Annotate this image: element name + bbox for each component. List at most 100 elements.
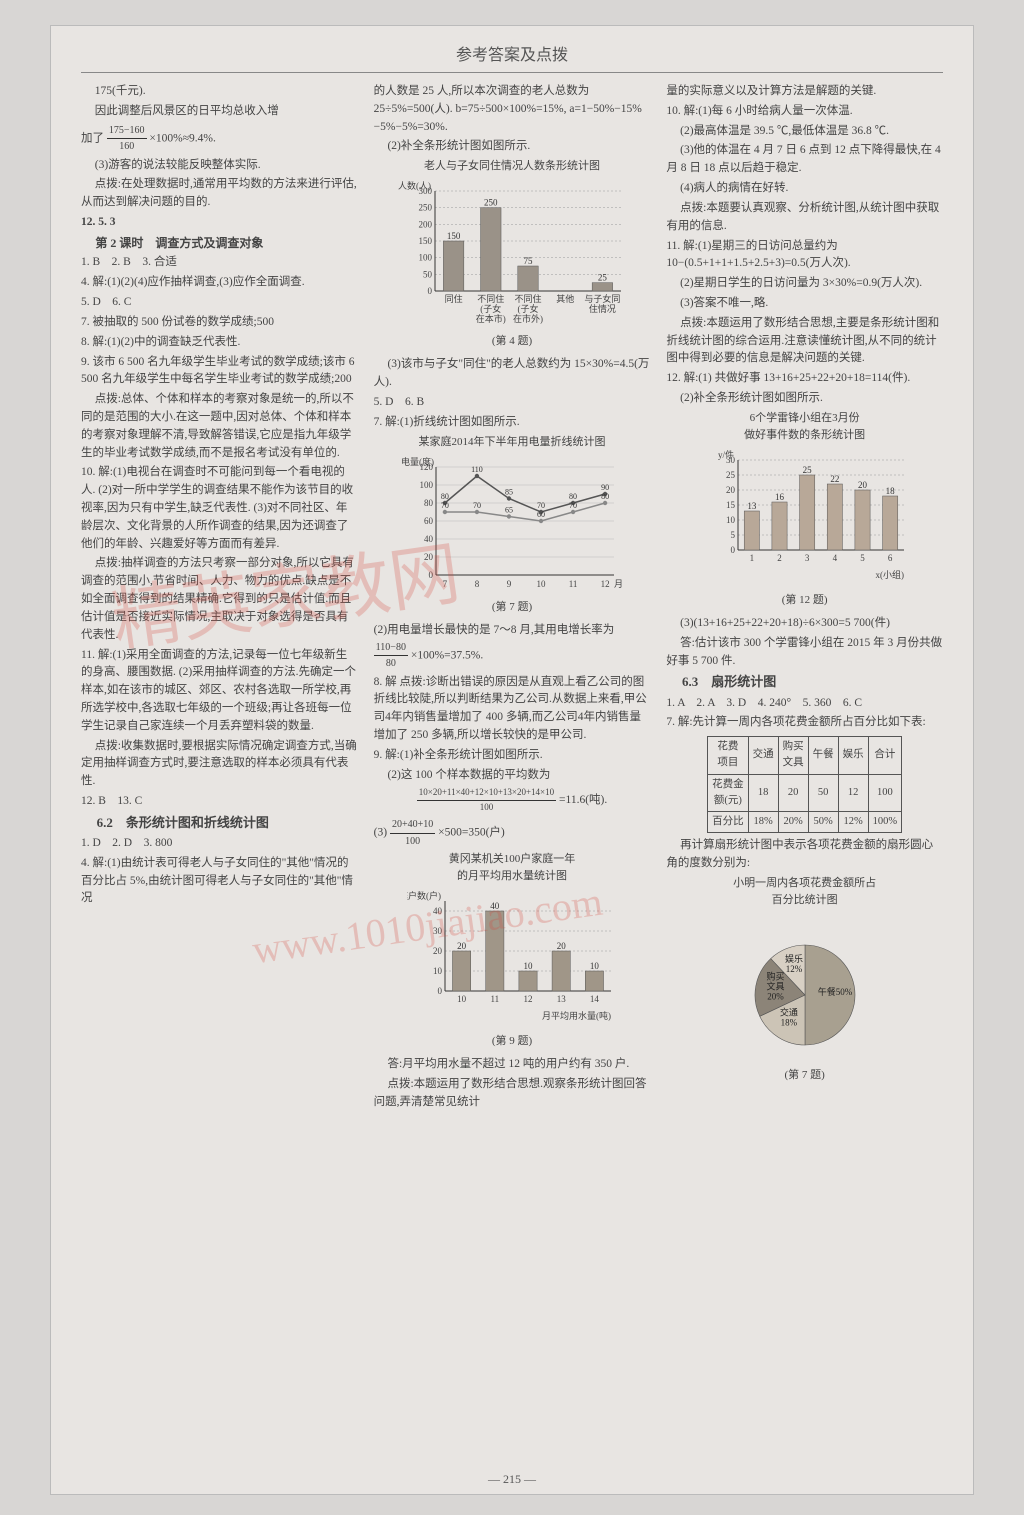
expense-table: 花费 项目交通购买 文具午餐娱乐合计花费金 额(元)18205012100百分比…: [707, 736, 902, 833]
svg-text:10: 10: [537, 579, 547, 589]
c1-l3: 加了 175−160 160 ×100%≈9.4%.: [81, 123, 358, 155]
svg-text:9: 9: [507, 579, 512, 589]
svg-text:5: 5: [730, 530, 735, 540]
bar-chart-icon: 010203040家庭户数(户)20104011101220131014月平均用…: [407, 891, 617, 1031]
chart4-caption: (第 4 题): [374, 333, 651, 350]
p2-10: 10. 解:(1)电视台在调查时不可能问到每一个看电视的人. (2)对一所中学学…: [81, 464, 358, 553]
svg-text:(子女: (子女: [480, 303, 501, 314]
svg-text:购买: 购买: [766, 971, 784, 982]
p2-1: 1. B 2. B 3. 合适: [81, 254, 358, 272]
fraction-icon: 10×20+11×40+12×10+13×20+14×10 100: [417, 786, 556, 815]
p2-7: 7. 被抽取的 500 份试卷的数学成绩;500: [81, 314, 358, 332]
c3-l11-3: (3)答案不唯一,略.: [666, 295, 943, 313]
chart-7: 020406080100120用电量(度)789101112月份80110857…: [374, 457, 651, 597]
c3-table-after: 再计算扇形统计图中表示各项花费金额的扇形圆心角的度数分别为:: [666, 837, 943, 873]
svg-text:70: 70: [441, 501, 449, 510]
svg-text:50: 50: [423, 270, 433, 280]
svg-text:交通: 交通: [780, 1007, 798, 1018]
svg-text:14: 14: [590, 994, 600, 1004]
svg-text:40: 40: [433, 906, 443, 916]
svg-text:15: 15: [726, 500, 736, 510]
c3-l11-1: 11. 解:(1)星期三的日访问总量约为 10−(0.5+1+1+1.5+2.5…: [666, 238, 943, 274]
svg-text:80: 80: [601, 492, 609, 501]
svg-text:文具: 文具: [766, 981, 784, 992]
c2-l1: 的人数是 25 人,所以本次调查的老人总数为 25÷5%=500(人). b=7…: [374, 83, 651, 136]
bar-chart-icon: 050100150200250300人数(人)150同住250不同住(子女在本市…: [397, 181, 627, 331]
svg-text:250: 250: [419, 203, 433, 213]
svg-text:70: 70: [537, 501, 545, 510]
c3-l10-3: (3)他的体温在 4 月 7 日 6 点到 12 点下降得最快,在 4 月 8 …: [666, 142, 943, 178]
svg-text:住情况: 住情况: [589, 303, 616, 314]
svg-text:0: 0: [428, 286, 433, 296]
column-2: 的人数是 25 人,所以本次调查的老人总数为 25÷5%=500(人). b=7…: [374, 83, 651, 1114]
svg-text:40: 40: [424, 534, 434, 544]
column-1: 175(千元). 因此调整后风景区的日平均总收入增 加了 175−160 160…: [81, 83, 358, 1114]
p2-11-note: 点拨:收集数据时,要根据实际情况确定调查方式,当确定用抽样调查方式时,要注意选取…: [81, 738, 358, 791]
svg-text:80: 80: [424, 498, 434, 508]
svg-text:20: 20: [858, 480, 868, 490]
frac-den: 160: [107, 139, 147, 155]
svg-text:6: 6: [888, 553, 893, 563]
frac-den: 80: [374, 656, 408, 672]
p2-9-note: 点拨:总体、个体和样本的考察对象是统一的,所以不同的是范围的大小.在这一题中,因…: [81, 391, 358, 462]
svg-text:在市外): 在市外): [513, 313, 543, 324]
svg-text:20: 20: [424, 552, 434, 562]
svg-text:10: 10: [457, 994, 467, 1004]
frac-num: 175−160: [107, 123, 147, 140]
line-chart-icon: 020406080100120用电量(度)789101112月份80110857…: [402, 457, 622, 597]
svg-text:13: 13: [747, 501, 757, 511]
page-number: — 215 —: [51, 1470, 973, 1488]
svg-text:60: 60: [424, 516, 434, 526]
svg-text:16: 16: [775, 492, 785, 502]
svg-text:85: 85: [505, 487, 513, 496]
frac-den: 100: [417, 801, 556, 815]
fraction-icon: 110−80 80: [374, 640, 408, 672]
svg-text:100: 100: [420, 480, 434, 490]
section-6-2-title: 6.2 条形统计图和折线统计图: [81, 813, 358, 833]
p2-5: 5. D 6. C: [81, 294, 358, 312]
c3-l10-4: (4)病人的病情在好转.: [666, 180, 943, 198]
svg-text:月平均用水量(吨): 月平均用水量(吨): [542, 1010, 611, 1021]
fraction-icon: 175−160 160: [107, 123, 147, 155]
c2-l8c-post: ×500=350(户): [438, 827, 505, 839]
svg-text:80: 80: [441, 492, 449, 501]
svg-text:12: 12: [601, 579, 610, 589]
frac-num: 20+40+10: [390, 817, 435, 834]
svg-text:65: 65: [505, 505, 513, 514]
svg-text:70: 70: [473, 501, 481, 510]
c3-l12-2: (2)补全条形统计图如图所示.: [666, 390, 943, 408]
s62-4: 4. 解:(1)由统计表可得老人与子女同住的"其他"情况的百分比占 5%,由统计…: [81, 855, 358, 908]
p2-11: 11. 解:(1)采用全面调查的方法,记录每一位七年级新生的身高、腰围数据. (…: [81, 647, 358, 736]
s63-7: 7. 解:先计算一周内各项花费金额所占百分比如下表:: [666, 714, 943, 732]
svg-text:家庭户数(户): 家庭户数(户): [407, 891, 441, 901]
c2-l8c-pre: (3): [374, 827, 387, 839]
svg-text:70: 70: [569, 501, 577, 510]
c3-l12-4: 答:估计该市 300 个学雷锋小组在 2015 年 3 月份共做好事 5 700…: [666, 635, 943, 671]
c2-l7: 8. 解 点拨:诊断出错误的原因是从直观上看乙公司的图折线比较陡,所以判断结果为…: [374, 674, 651, 745]
c2-l3: (3)该市与子女"同住"的老人总数约为 15×30%=4.5(万人).: [374, 356, 651, 392]
c1-l1: 175(千元).: [81, 83, 358, 101]
pie-caption: (第 7 题): [666, 1067, 943, 1084]
chart7-title: 某家庭2014年下半年用电量折线统计图: [374, 434, 651, 451]
svg-text:22: 22: [830, 474, 839, 484]
c1-l3-post: ×100%≈9.4%.: [149, 132, 215, 144]
c2-l8b: (2)这 100 个样本数据的平均数为: [374, 767, 651, 785]
c2-l6-pre: (2)用电量增长最快的是 7～8 月,其用电增长率为: [374, 624, 615, 636]
frac-den: 100: [390, 834, 435, 850]
svg-text:0: 0: [429, 570, 434, 580]
svg-text:不同住: 不同住: [477, 293, 504, 304]
svg-text:10: 10: [433, 966, 443, 976]
chart12-caption: (第 12 题): [666, 592, 943, 609]
svg-text:5: 5: [860, 553, 865, 563]
svg-text:25: 25: [802, 465, 812, 475]
svg-text:200: 200: [419, 220, 433, 230]
c2-l6: (2)用电量增长最快的是 7～8 月,其用电增长率为 110−80 80 ×10…: [374, 622, 651, 672]
svg-text:y/件: y/件: [718, 450, 734, 460]
svg-text:150: 150: [419, 236, 433, 246]
svg-text:25: 25: [598, 273, 608, 283]
c2-l8-eq: =11.6(吨).: [559, 794, 607, 806]
c3-l10-note: 点拨:本题要认真观察、分析统计图,从统计图中获取有用的信息.: [666, 200, 943, 236]
svg-text:与子女同: 与子女同: [584, 293, 620, 304]
s63-1: 1. A 2. A 3. D 4. 240° 5. 360 6. C: [666, 695, 943, 713]
svg-text:80: 80: [569, 492, 577, 501]
